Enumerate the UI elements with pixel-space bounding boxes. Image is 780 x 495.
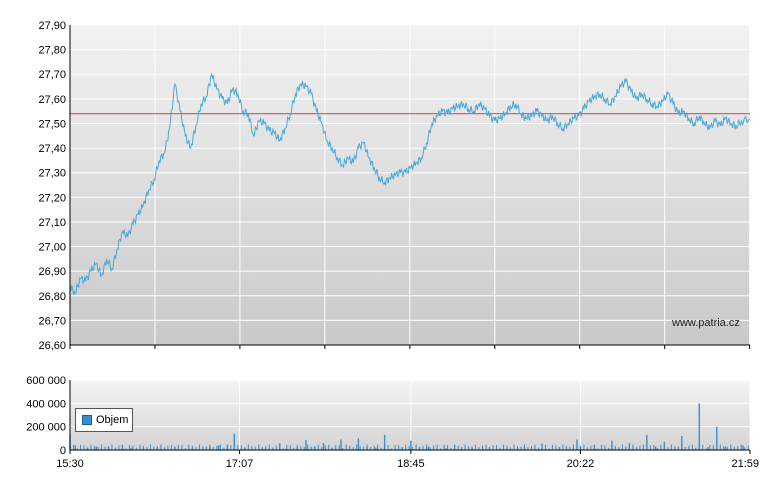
volume-y-tick-label: 600 000 [26,375,66,387]
volume-plot-area [70,380,750,450]
x-tick-label: 21:59 [731,458,759,470]
x-tick-label: 15:30 [56,458,84,470]
volume-y-tick-label: 400 000 [26,398,66,410]
price-y-tick-label: 27,10 [38,217,66,229]
price-y-tick-label: 27,50 [38,118,66,130]
price-y-tick-label: 26,60 [38,340,66,352]
price-y-tick-label: 26,70 [38,315,66,327]
legend: Objem [75,408,133,432]
legend-label: Objem [96,414,128,426]
volume-y-tick-label: 0 [60,445,66,457]
price-y-tick-label: 26,90 [38,266,66,278]
price-y-tick-label: 27,80 [38,45,66,57]
watermark: www.patria.cz [672,317,740,329]
x-tick-label: 18:45 [397,458,425,470]
price-y-tick-label: 27,40 [38,143,66,155]
x-tick-label: 17:07 [226,458,254,470]
price-y-tick-label: 27,60 [38,94,66,106]
price-y-tick-label: 27,00 [38,242,66,254]
price-y-tick-label: 27,70 [38,69,66,81]
price-y-tick-label: 27,20 [38,192,66,204]
price-y-tick-label: 27,90 [38,20,66,32]
x-tick-label: 20:22 [567,458,595,470]
legend-swatch [82,415,92,425]
price-y-tick-label: 27,30 [38,168,66,180]
price-y-tick-label: 26,80 [38,291,66,303]
volume-y-tick-label: 200 000 [26,422,66,434]
